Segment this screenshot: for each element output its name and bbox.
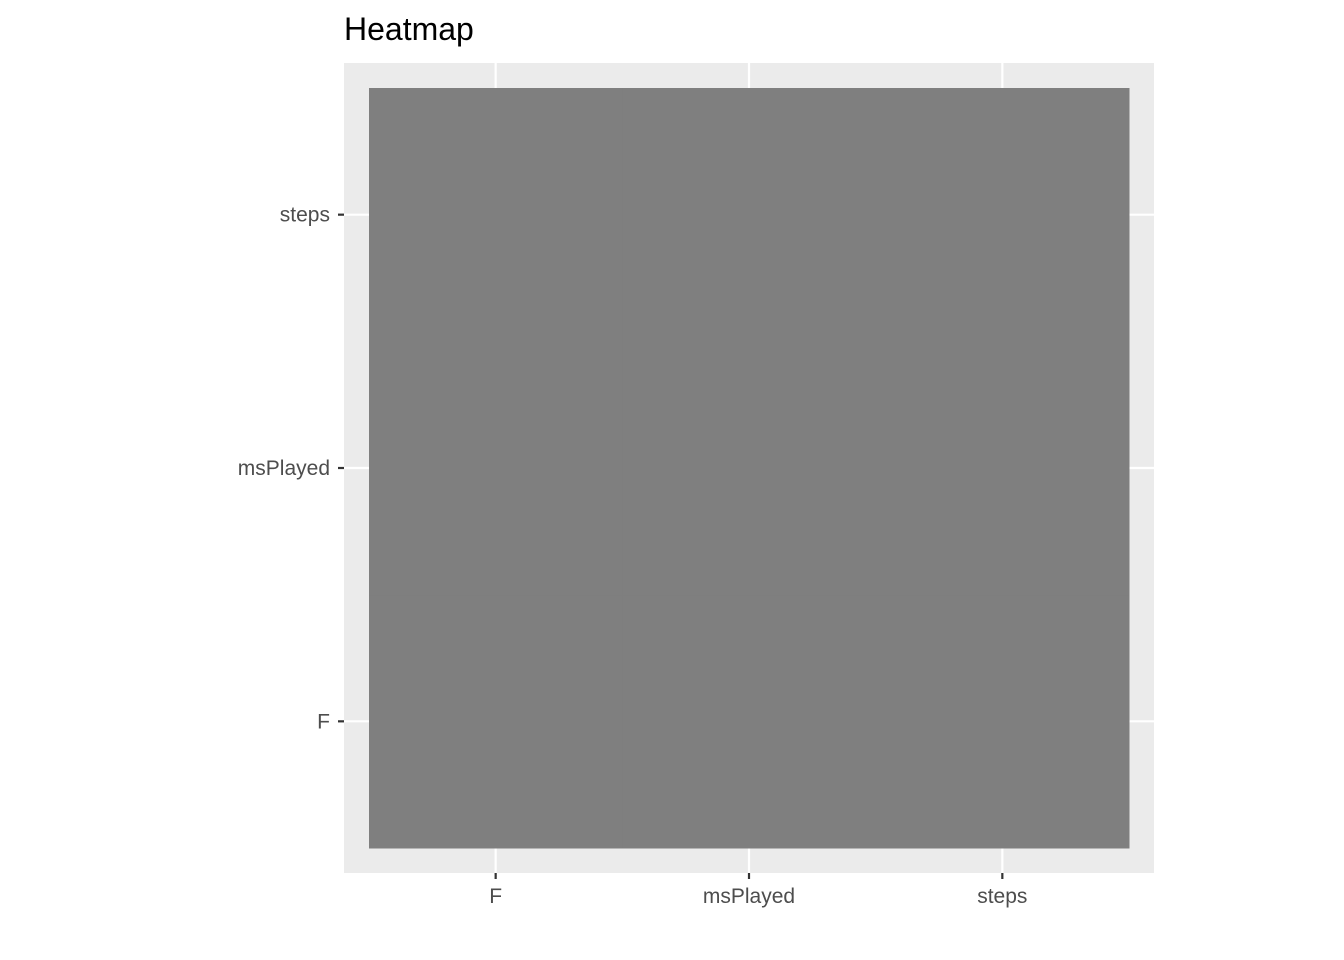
x-tick-label: steps <box>977 885 1027 908</box>
heatmap-cell <box>622 341 877 596</box>
chart-title: Heatmap <box>344 11 474 47</box>
heatmap-cell <box>875 341 1130 596</box>
x-tick-label: msPlayed <box>703 885 795 908</box>
heatmap-cell <box>622 88 877 342</box>
heatmap-cell <box>622 594 877 849</box>
heatmap-cell <box>369 341 623 596</box>
heatmap-cells <box>369 88 1130 849</box>
y-tick-label: steps <box>280 204 330 227</box>
heatmap-cell <box>875 594 1130 849</box>
heatmap-cell <box>369 594 623 849</box>
x-tick-label: F <box>489 885 502 908</box>
y-tick-label: F <box>317 710 330 733</box>
heatmap-cell <box>369 88 623 342</box>
heatmap-cell <box>875 88 1130 342</box>
y-tick-label: msPlayed <box>238 457 330 480</box>
